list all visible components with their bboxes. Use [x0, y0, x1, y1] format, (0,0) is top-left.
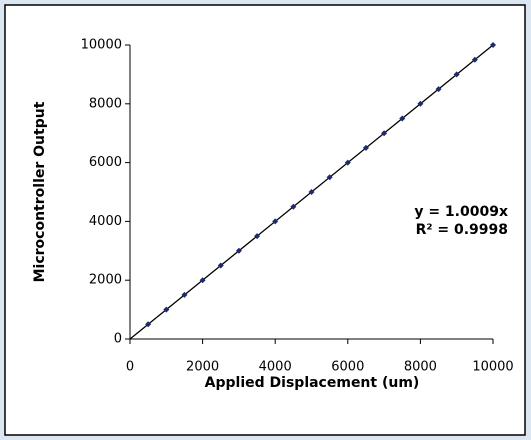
data-point — [471, 56, 478, 63]
x-tick-label: 0 — [126, 360, 134, 375]
y-tick-label: 0 — [114, 332, 122, 347]
data-point — [254, 233, 261, 240]
data-point — [435, 86, 442, 93]
x-tick-label: 6000 — [331, 360, 364, 375]
data-point — [417, 100, 424, 107]
x-tick-label: 10000 — [472, 360, 513, 375]
chart-panel — [4, 4, 526, 436]
data-point — [362, 144, 369, 151]
data-point — [217, 262, 224, 269]
y-tick-label: 8000 — [89, 96, 122, 111]
data-point — [272, 218, 279, 225]
data-point — [145, 321, 152, 328]
data-point — [326, 174, 333, 181]
r-squared-annotation: R² = 0.9998 — [416, 222, 508, 238]
x-tick-label: 4000 — [259, 360, 292, 375]
equation-annotation: y = 1.0009x — [414, 204, 508, 220]
y-tick-label: 10000 — [81, 38, 122, 53]
data-point — [381, 130, 388, 137]
data-point — [181, 291, 188, 298]
data-point — [453, 71, 460, 78]
data-point — [235, 247, 242, 254]
y-axis-label: Microcontroller Output — [32, 101, 48, 282]
y-tick-label: 6000 — [89, 155, 122, 170]
x-tick-label: 2000 — [186, 360, 219, 375]
y-tick-label: 2000 — [89, 273, 122, 288]
data-point — [199, 277, 206, 284]
x-axis-label: Applied Displacement (um) — [205, 375, 420, 391]
data-point — [344, 159, 351, 166]
data-point — [490, 42, 496, 48]
data-point — [163, 306, 170, 313]
y-tick-label: 4000 — [89, 214, 122, 229]
data-point — [399, 115, 406, 122]
data-point — [308, 189, 315, 195]
x-tick-label: 8000 — [404, 360, 437, 375]
data-point — [290, 203, 297, 210]
